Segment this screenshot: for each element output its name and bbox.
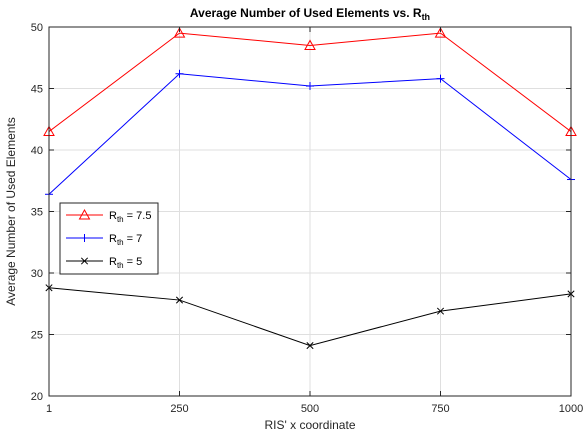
series-layer [43,27,577,350]
chart-title: Average Number of Used Elements vs. Rth [190,6,430,22]
x-tick-label: 250 [170,403,188,415]
legend-label: Rth = 5 [109,256,142,270]
x-tick-label: 1 [46,403,52,415]
legend-item: Rth = 7.5 [66,208,151,224]
series-2 [45,284,575,350]
data-point [436,74,445,83]
legend-marker [80,257,89,265]
data-point [306,82,314,91]
x-tick-label: 750 [431,403,449,415]
x-tick-label: 500 [301,403,319,415]
legend-label: Rth = 7.5 [109,210,151,224]
data-point [434,27,447,38]
data-point [306,342,314,350]
data-point [436,307,445,315]
y-tick-label: 50 [31,22,43,34]
chart-title-main: Average Number of Used Elements vs. R [190,6,422,20]
data-point [175,69,184,78]
data-point [173,27,186,38]
legend-item: Rth = 5 [66,256,142,270]
x-axis-label: RIS' x coordinate [264,418,355,432]
y-tick-label: 20 [31,391,43,403]
y-tick-label: 45 [31,84,43,96]
legend-marker [78,208,91,220]
series-line [48,32,572,132]
data-point [304,39,316,50]
legend-label: Rth = 7 [109,233,142,247]
legend: Rth = 7.5 Rth = 7 Rth = 5 [59,202,159,275]
chart-title-subscript: th [422,12,431,22]
y-axis-label: Average Number of Used Elements [4,117,18,306]
series-0 [43,27,577,137]
x-tick-label: 1000 [559,403,583,415]
tick-labels: 1 250 500 750 1000 20 25 30 35 40 45 50 [31,22,583,415]
legend-marker [80,234,89,242]
data-point [175,296,184,304]
axis-ticks [48,26,572,397]
y-tick-label: 30 [31,268,43,280]
y-tick-label: 40 [31,145,43,157]
y-tick-label: 25 [31,330,43,342]
legend-item: Rth = 7 [66,233,142,247]
y-tick-label: 35 [31,207,43,219]
